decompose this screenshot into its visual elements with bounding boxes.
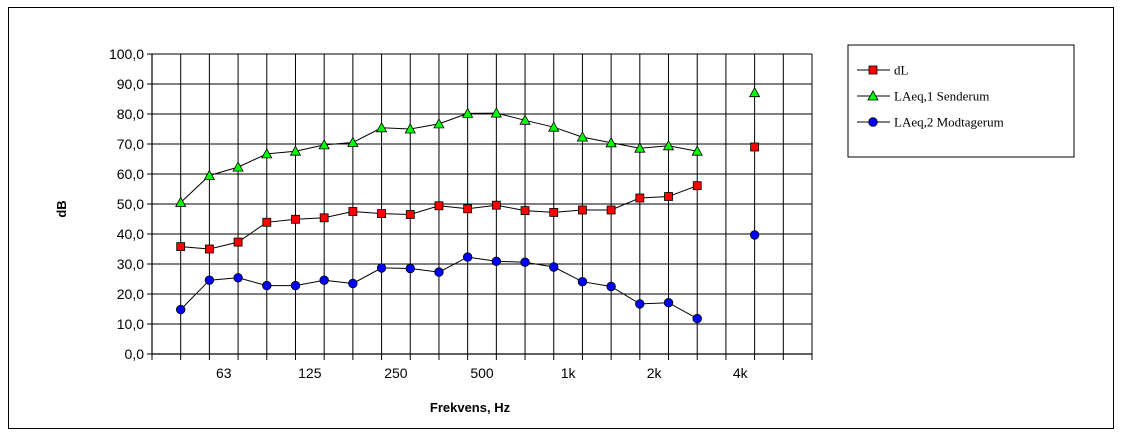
data-point xyxy=(204,275,215,285)
y-tick-label: 70,0 xyxy=(117,136,144,152)
data-point xyxy=(318,139,330,150)
y-tick-label: 40,0 xyxy=(117,226,144,242)
data-point xyxy=(175,196,187,207)
legend-label: LAeq,1 Senderum xyxy=(894,89,989,104)
data-point xyxy=(520,206,530,216)
legend-entry: LAeq,2 Modtagerum xyxy=(857,115,1004,130)
data-point xyxy=(520,257,530,267)
data-point xyxy=(462,252,473,262)
axes: 0,0 10,0 20,0 30,0 40,0 50,0 60,0 70,0 80,0 90,0 1… xyxy=(109,46,813,381)
data-point xyxy=(605,136,617,148)
y-axis-title: dB xyxy=(54,200,69,217)
y-tick-label: 0,0 xyxy=(125,346,145,362)
data-point xyxy=(491,200,501,210)
y-tick-label: 60,0 xyxy=(117,166,144,182)
data-point xyxy=(692,313,702,324)
x-tick-label: 63 xyxy=(216,365,232,381)
x-tick-label: 250 xyxy=(384,365,408,381)
data-point xyxy=(662,139,675,151)
legend-entry: dL xyxy=(857,63,909,78)
data-point xyxy=(434,267,444,277)
series-1 xyxy=(175,86,761,207)
y-tick-label: 20,0 xyxy=(117,286,144,302)
legend-marker xyxy=(868,65,878,75)
data-point xyxy=(576,131,589,142)
gridlines xyxy=(152,53,813,354)
data-point xyxy=(261,148,273,159)
data-point xyxy=(405,210,415,219)
data-point xyxy=(461,107,474,118)
x-axis-title: Frekvens, Hz xyxy=(430,400,511,415)
data-point xyxy=(375,121,388,133)
data-point xyxy=(290,280,301,291)
data-point xyxy=(176,242,186,252)
data-point xyxy=(289,145,302,156)
data-point xyxy=(175,304,186,315)
x-tick-label: 500 xyxy=(470,365,494,381)
data-point xyxy=(319,275,329,285)
x-tick-label: 125 xyxy=(298,365,322,381)
legend-marker xyxy=(868,117,878,127)
data-point xyxy=(262,217,272,227)
y-tick-label: 90,0 xyxy=(117,76,144,92)
data-point xyxy=(549,207,559,217)
data-point xyxy=(749,230,760,240)
legend-label: dL xyxy=(894,63,909,78)
data-point xyxy=(262,280,272,291)
data-point xyxy=(691,145,703,156)
data-point xyxy=(519,114,531,125)
x-tick-label: 1k xyxy=(561,365,577,381)
series-2 xyxy=(175,230,760,324)
data-point xyxy=(606,205,616,215)
data-point xyxy=(664,192,673,201)
data-point xyxy=(463,204,473,214)
data-point xyxy=(232,161,244,172)
y-tick-label: 80,0 xyxy=(117,106,144,122)
data-point xyxy=(347,136,359,147)
y-tick-label: 100,0 xyxy=(109,46,144,62)
data-point xyxy=(577,277,588,287)
y-tick-label: 50,0 xyxy=(117,196,144,212)
data-point xyxy=(606,281,616,292)
data-point xyxy=(548,121,560,132)
legend-marker xyxy=(867,90,879,101)
data-point xyxy=(203,169,216,180)
data-point xyxy=(434,201,444,211)
data-point xyxy=(491,256,502,267)
legend-label: LAeq,2 Modtagerum xyxy=(894,115,1004,130)
data-point xyxy=(233,237,243,247)
data-point xyxy=(549,262,559,272)
legend: dL LAeq,1 Senderum LAeq,2 Modtagerum xyxy=(847,44,1075,158)
data-point xyxy=(750,142,760,152)
data-point xyxy=(433,118,445,129)
data-point xyxy=(578,205,587,215)
data-point xyxy=(376,263,387,273)
data-point xyxy=(748,86,761,98)
data-point xyxy=(348,278,358,289)
data-point xyxy=(404,123,416,134)
data-point xyxy=(319,213,329,223)
data-point xyxy=(377,209,386,219)
x-tick-label: 2k xyxy=(647,365,663,381)
data-point xyxy=(634,142,646,153)
data-point xyxy=(405,263,415,274)
data-point xyxy=(490,107,503,118)
series-layer xyxy=(175,86,761,324)
data-point xyxy=(291,214,300,224)
legend-box xyxy=(847,44,1075,158)
data-point xyxy=(635,299,645,309)
y-tick-label: 10,0 xyxy=(117,316,144,332)
series-0 xyxy=(176,142,760,254)
legend-entry: LAeq,1 Senderum xyxy=(857,89,989,104)
data-point xyxy=(233,273,243,283)
x-tick-label: 4k xyxy=(733,365,749,381)
data-point xyxy=(204,244,214,254)
data-point xyxy=(692,181,702,191)
data-point xyxy=(663,298,674,308)
data-point xyxy=(348,207,358,216)
data-point xyxy=(635,193,645,203)
y-tick-label: 30,0 xyxy=(117,256,144,272)
